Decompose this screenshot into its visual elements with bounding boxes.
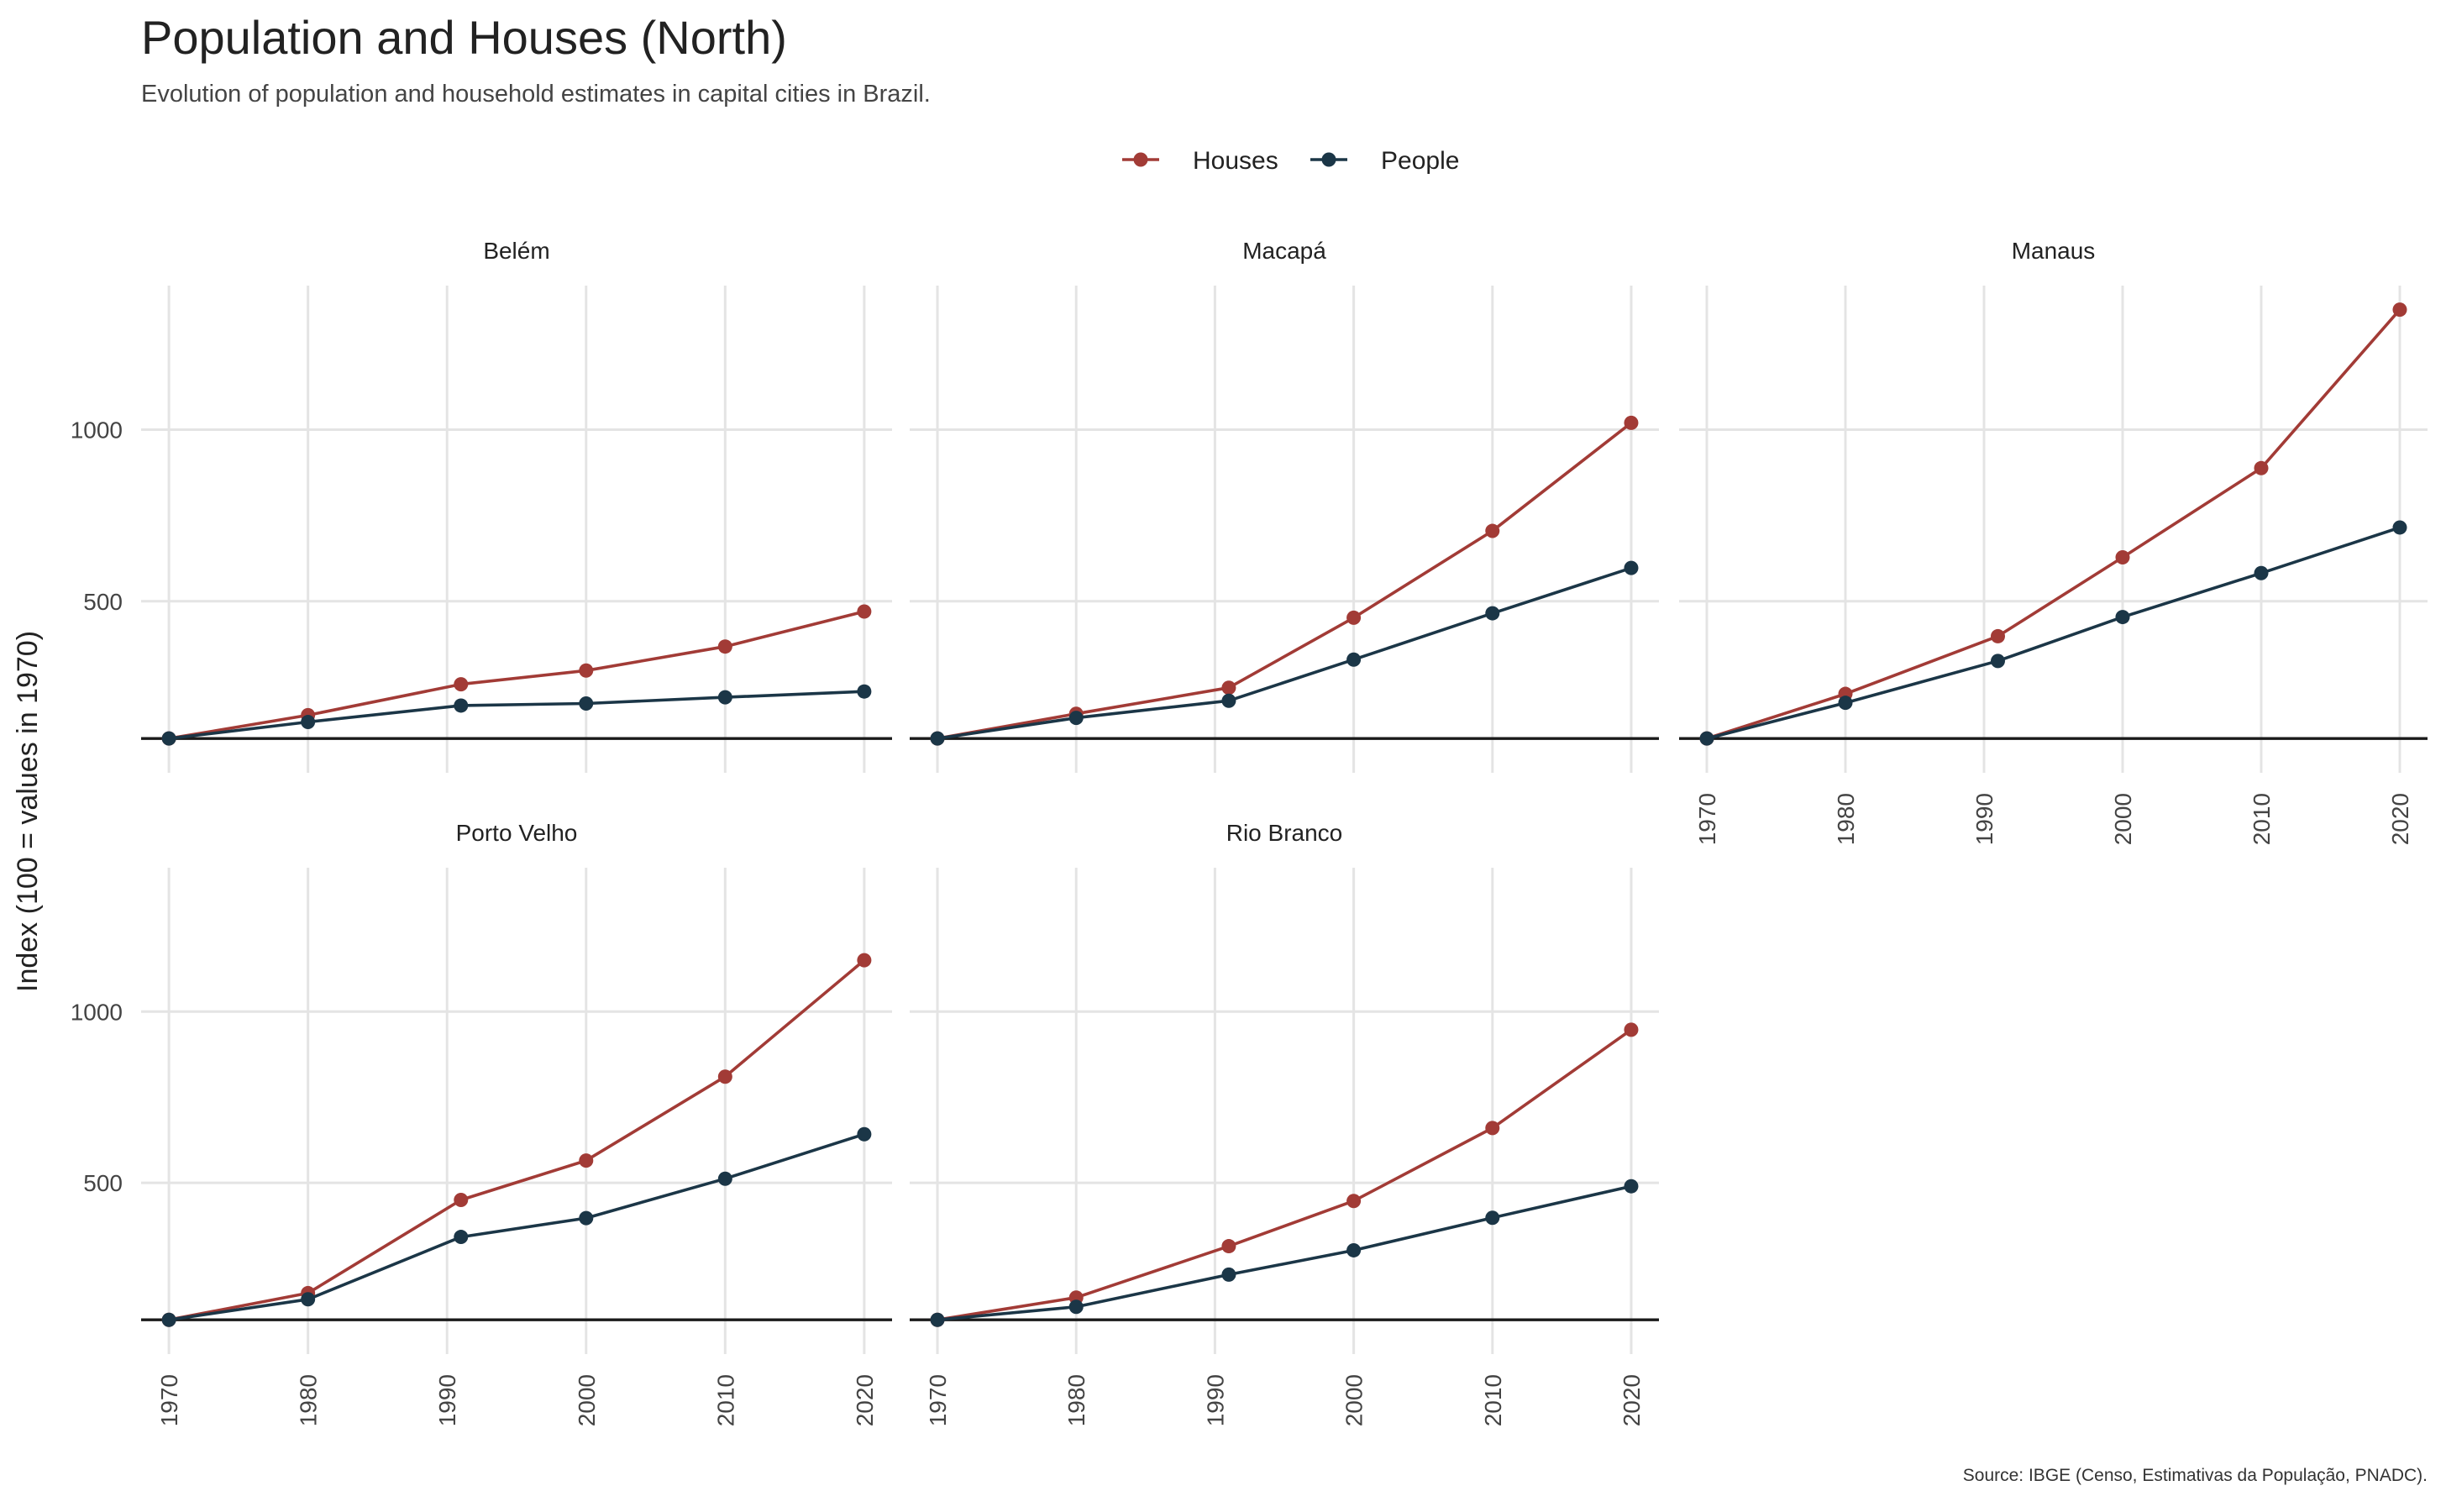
y-axis-label: Index (100 = values in 1970) xyxy=(12,631,44,992)
data-point-houses xyxy=(1485,523,1500,538)
data-point-houses xyxy=(454,1193,469,1208)
data-point-people xyxy=(1221,1267,1236,1282)
data-point-people xyxy=(2115,610,2130,625)
data-point-houses xyxy=(1485,1121,1500,1136)
x-tick-label: 2020 xyxy=(1619,1374,1645,1426)
data-point-people xyxy=(1068,1299,1084,1315)
series-line-people-macapa xyxy=(937,566,1632,740)
data-point-houses xyxy=(717,1069,732,1084)
chart-caption: Source: IBGE (Censo, Estimativas da Popu… xyxy=(1962,1466,2428,1485)
data-point-people xyxy=(2392,520,2407,535)
x-tick-label: 2020 xyxy=(2387,793,2413,845)
x-tick-label: 1990 xyxy=(1202,1374,1228,1426)
panel-title-belem: Belém xyxy=(483,238,549,264)
x-tick-label: 2020 xyxy=(852,1374,878,1426)
data-point-houses xyxy=(1624,1022,1639,1037)
y-tick-label: 500 xyxy=(83,589,123,615)
x-tick-label: 2000 xyxy=(574,1374,600,1426)
y-tick-label: 1000 xyxy=(71,999,123,1025)
data-point-people xyxy=(1838,696,1853,711)
data-point-people xyxy=(1346,1242,1362,1257)
x-tick-label: 2010 xyxy=(1480,1374,1506,1426)
data-point-people xyxy=(717,690,732,705)
x-tick-label: 1970 xyxy=(156,1374,182,1426)
data-point-people xyxy=(1068,711,1084,726)
series-line-people-porto-velho xyxy=(168,1132,865,1321)
legend-label-houses: Houses xyxy=(1193,147,1278,175)
x-tick-label: 1980 xyxy=(1063,1374,1089,1426)
data-point-people xyxy=(161,731,176,746)
x-tick-label: 1970 xyxy=(925,1374,951,1426)
data-point-people xyxy=(930,1312,945,1327)
x-tick-label: 1980 xyxy=(296,1374,322,1426)
data-point-people xyxy=(161,1312,176,1327)
data-point-houses xyxy=(717,639,732,654)
data-point-people xyxy=(454,1230,469,1245)
series-line-houses-manaus xyxy=(1706,308,2401,740)
data-point-houses xyxy=(2115,549,2130,564)
data-point-houses xyxy=(1346,1194,1362,1209)
series-line-people-belem xyxy=(168,690,864,740)
panel-title-macapa: Macapá xyxy=(1242,238,1326,264)
x-tick-label: 1980 xyxy=(1833,793,1859,845)
data-point-people xyxy=(1624,1179,1639,1194)
series-line-houses-belem xyxy=(168,610,865,740)
series-line-people-manaus xyxy=(1706,526,2401,740)
chart-subtitle: Evolution of population and household es… xyxy=(141,81,931,108)
data-point-people xyxy=(1699,731,1714,746)
data-point-houses xyxy=(1624,415,1639,430)
data-point-people xyxy=(930,731,945,746)
data-point-people xyxy=(857,1126,872,1142)
series-line-houses-macapa xyxy=(937,421,1633,740)
series-line-houses-rio-branco xyxy=(937,1028,1633,1321)
x-tick-label: 1990 xyxy=(1971,793,1997,845)
x-tick-label: 1990 xyxy=(434,1374,460,1426)
data-point-people xyxy=(857,684,872,699)
legend-key-point-people xyxy=(1321,152,1336,167)
data-point-people xyxy=(1991,654,2005,669)
data-point-houses xyxy=(857,953,872,968)
x-tick-label: 2000 xyxy=(2110,793,2136,845)
x-tick-label: 2010 xyxy=(712,1374,738,1426)
x-tick-label: 2010 xyxy=(2249,793,2275,845)
data-point-houses xyxy=(579,663,594,678)
data-point-people xyxy=(579,1210,594,1226)
x-tick-label: 2000 xyxy=(1341,1374,1367,1426)
panel-title-rio-branco: Rio Branco xyxy=(1226,820,1343,846)
data-point-houses xyxy=(1221,680,1236,696)
data-point-people xyxy=(454,698,469,713)
data-point-people xyxy=(2254,565,2269,580)
data-point-houses xyxy=(1991,628,2005,643)
data-point-houses xyxy=(1221,1239,1236,1254)
data-point-people xyxy=(301,1292,316,1307)
data-point-houses xyxy=(1346,610,1362,625)
data-point-people xyxy=(1485,1210,1500,1226)
data-point-people xyxy=(301,715,316,730)
chart-title: Population and Houses (North) xyxy=(141,11,787,64)
data-point-people xyxy=(1624,560,1639,575)
data-point-houses xyxy=(579,1153,594,1168)
data-point-people xyxy=(1346,652,1362,667)
x-tick-label: 1970 xyxy=(1694,793,1720,845)
data-point-houses xyxy=(857,604,872,619)
panel-title-manaus: Manaus xyxy=(2012,238,2096,264)
data-point-houses xyxy=(2392,302,2407,318)
panel-title-porto-velho: Porto Velho xyxy=(456,820,578,846)
series-line-houses-porto-velho xyxy=(168,958,866,1321)
data-point-houses xyxy=(454,677,469,692)
data-point-people xyxy=(579,696,594,711)
y-tick-label: 500 xyxy=(83,1170,123,1196)
data-point-houses xyxy=(2254,460,2269,475)
legend-label-people: People xyxy=(1381,147,1459,175)
legend-key-point-houses xyxy=(1133,152,1148,167)
series-line-people-rio-branco xyxy=(937,1184,1632,1321)
data-point-people xyxy=(1221,693,1236,708)
data-point-people xyxy=(1485,606,1500,621)
data-point-people xyxy=(717,1171,732,1186)
y-tick-label: 1000 xyxy=(71,417,123,444)
